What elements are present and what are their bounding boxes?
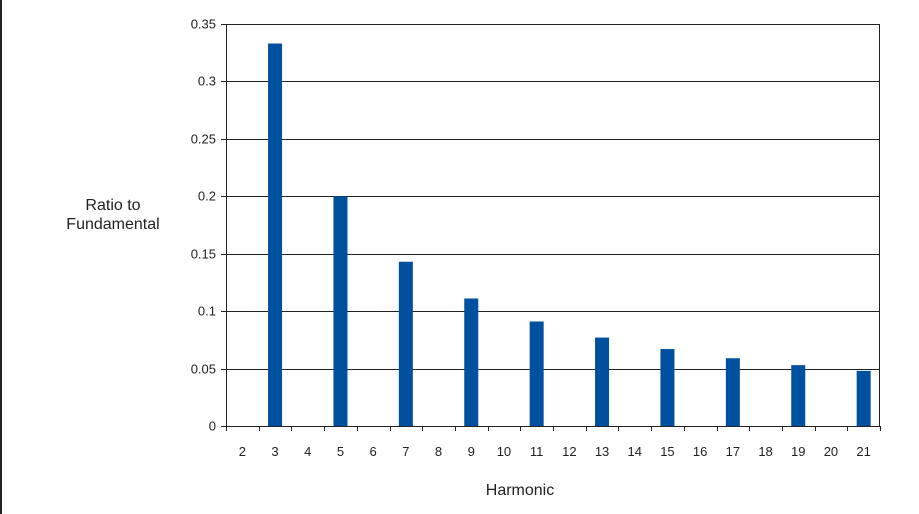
x-tick-label: 9: [468, 444, 475, 459]
x-tick-label: 17: [726, 444, 740, 459]
bar-harmonic-21: [856, 370, 871, 426]
x-tick-label: 13: [595, 444, 609, 459]
x-tick-label: 2: [239, 444, 246, 459]
axes: [221, 24, 881, 431]
y-tick-label: 0.25: [191, 132, 216, 147]
grid-lines: [226, 24, 880, 370]
x-tick-label: 21: [856, 444, 870, 459]
bar-harmonic-13: [595, 337, 610, 426]
bar-harmonic-5: [333, 196, 348, 426]
y-axis-label-line-1: Ratio to: [85, 197, 141, 214]
y-tick-label: 0.15: [191, 247, 216, 262]
y-axis-label-line-2: Fundamental: [66, 216, 160, 233]
x-tick-labels: 2 3 4 5 6 7 8 9 10 11 12 13 14 15 16 17 18 19 20 21: [239, 444, 871, 459]
x-tick-label: 16: [693, 444, 707, 459]
bars: [268, 43, 871, 426]
bar-harmonic-9: [464, 298, 479, 426]
x-tick-label: 20: [824, 444, 838, 459]
y-axis-label: Ratio to Fundamental: [58, 196, 168, 234]
x-tick-label: 12: [562, 444, 576, 459]
x-tick-label: 7: [402, 444, 409, 459]
x-axis-label: Harmonic: [485, 482, 555, 499]
x-tick-label: 19: [791, 444, 805, 459]
x-tick-label: 8: [435, 444, 442, 459]
y-tick-label: 0.35: [191, 17, 216, 32]
x-tick-label: 3: [271, 444, 278, 459]
x-tick-label: 5: [337, 444, 344, 459]
x-tick-label: 4: [304, 444, 311, 459]
y-tick-label: 0.2: [198, 189, 216, 204]
bar-harmonic-11: [529, 321, 544, 426]
x-tick-label: 6: [370, 444, 377, 459]
bar-harmonic-15: [660, 349, 675, 426]
x-tick-label: 14: [628, 444, 642, 459]
x-tick-label: 18: [758, 444, 772, 459]
bar-harmonic-3: [268, 43, 283, 426]
y-tick-label: 0: [209, 419, 216, 434]
y-tick-label: 0.1: [198, 304, 216, 319]
bar-harmonic-17: [725, 358, 740, 426]
y-tick-label: 0.3: [198, 74, 216, 89]
x-tick-label: 11: [530, 444, 544, 459]
y-tick-labels: 0 0.05 0.1 0.15 0.2 0.25 0.3 0.35: [191, 17, 216, 434]
x-tick-label: 10: [497, 444, 511, 459]
frame-left-border: [0, 0, 2, 514]
y-tick-label: 0.05: [191, 362, 216, 377]
x-tick-label: 15: [660, 444, 674, 459]
bar-harmonic-7: [398, 261, 413, 426]
bar-harmonic-19: [791, 365, 806, 426]
